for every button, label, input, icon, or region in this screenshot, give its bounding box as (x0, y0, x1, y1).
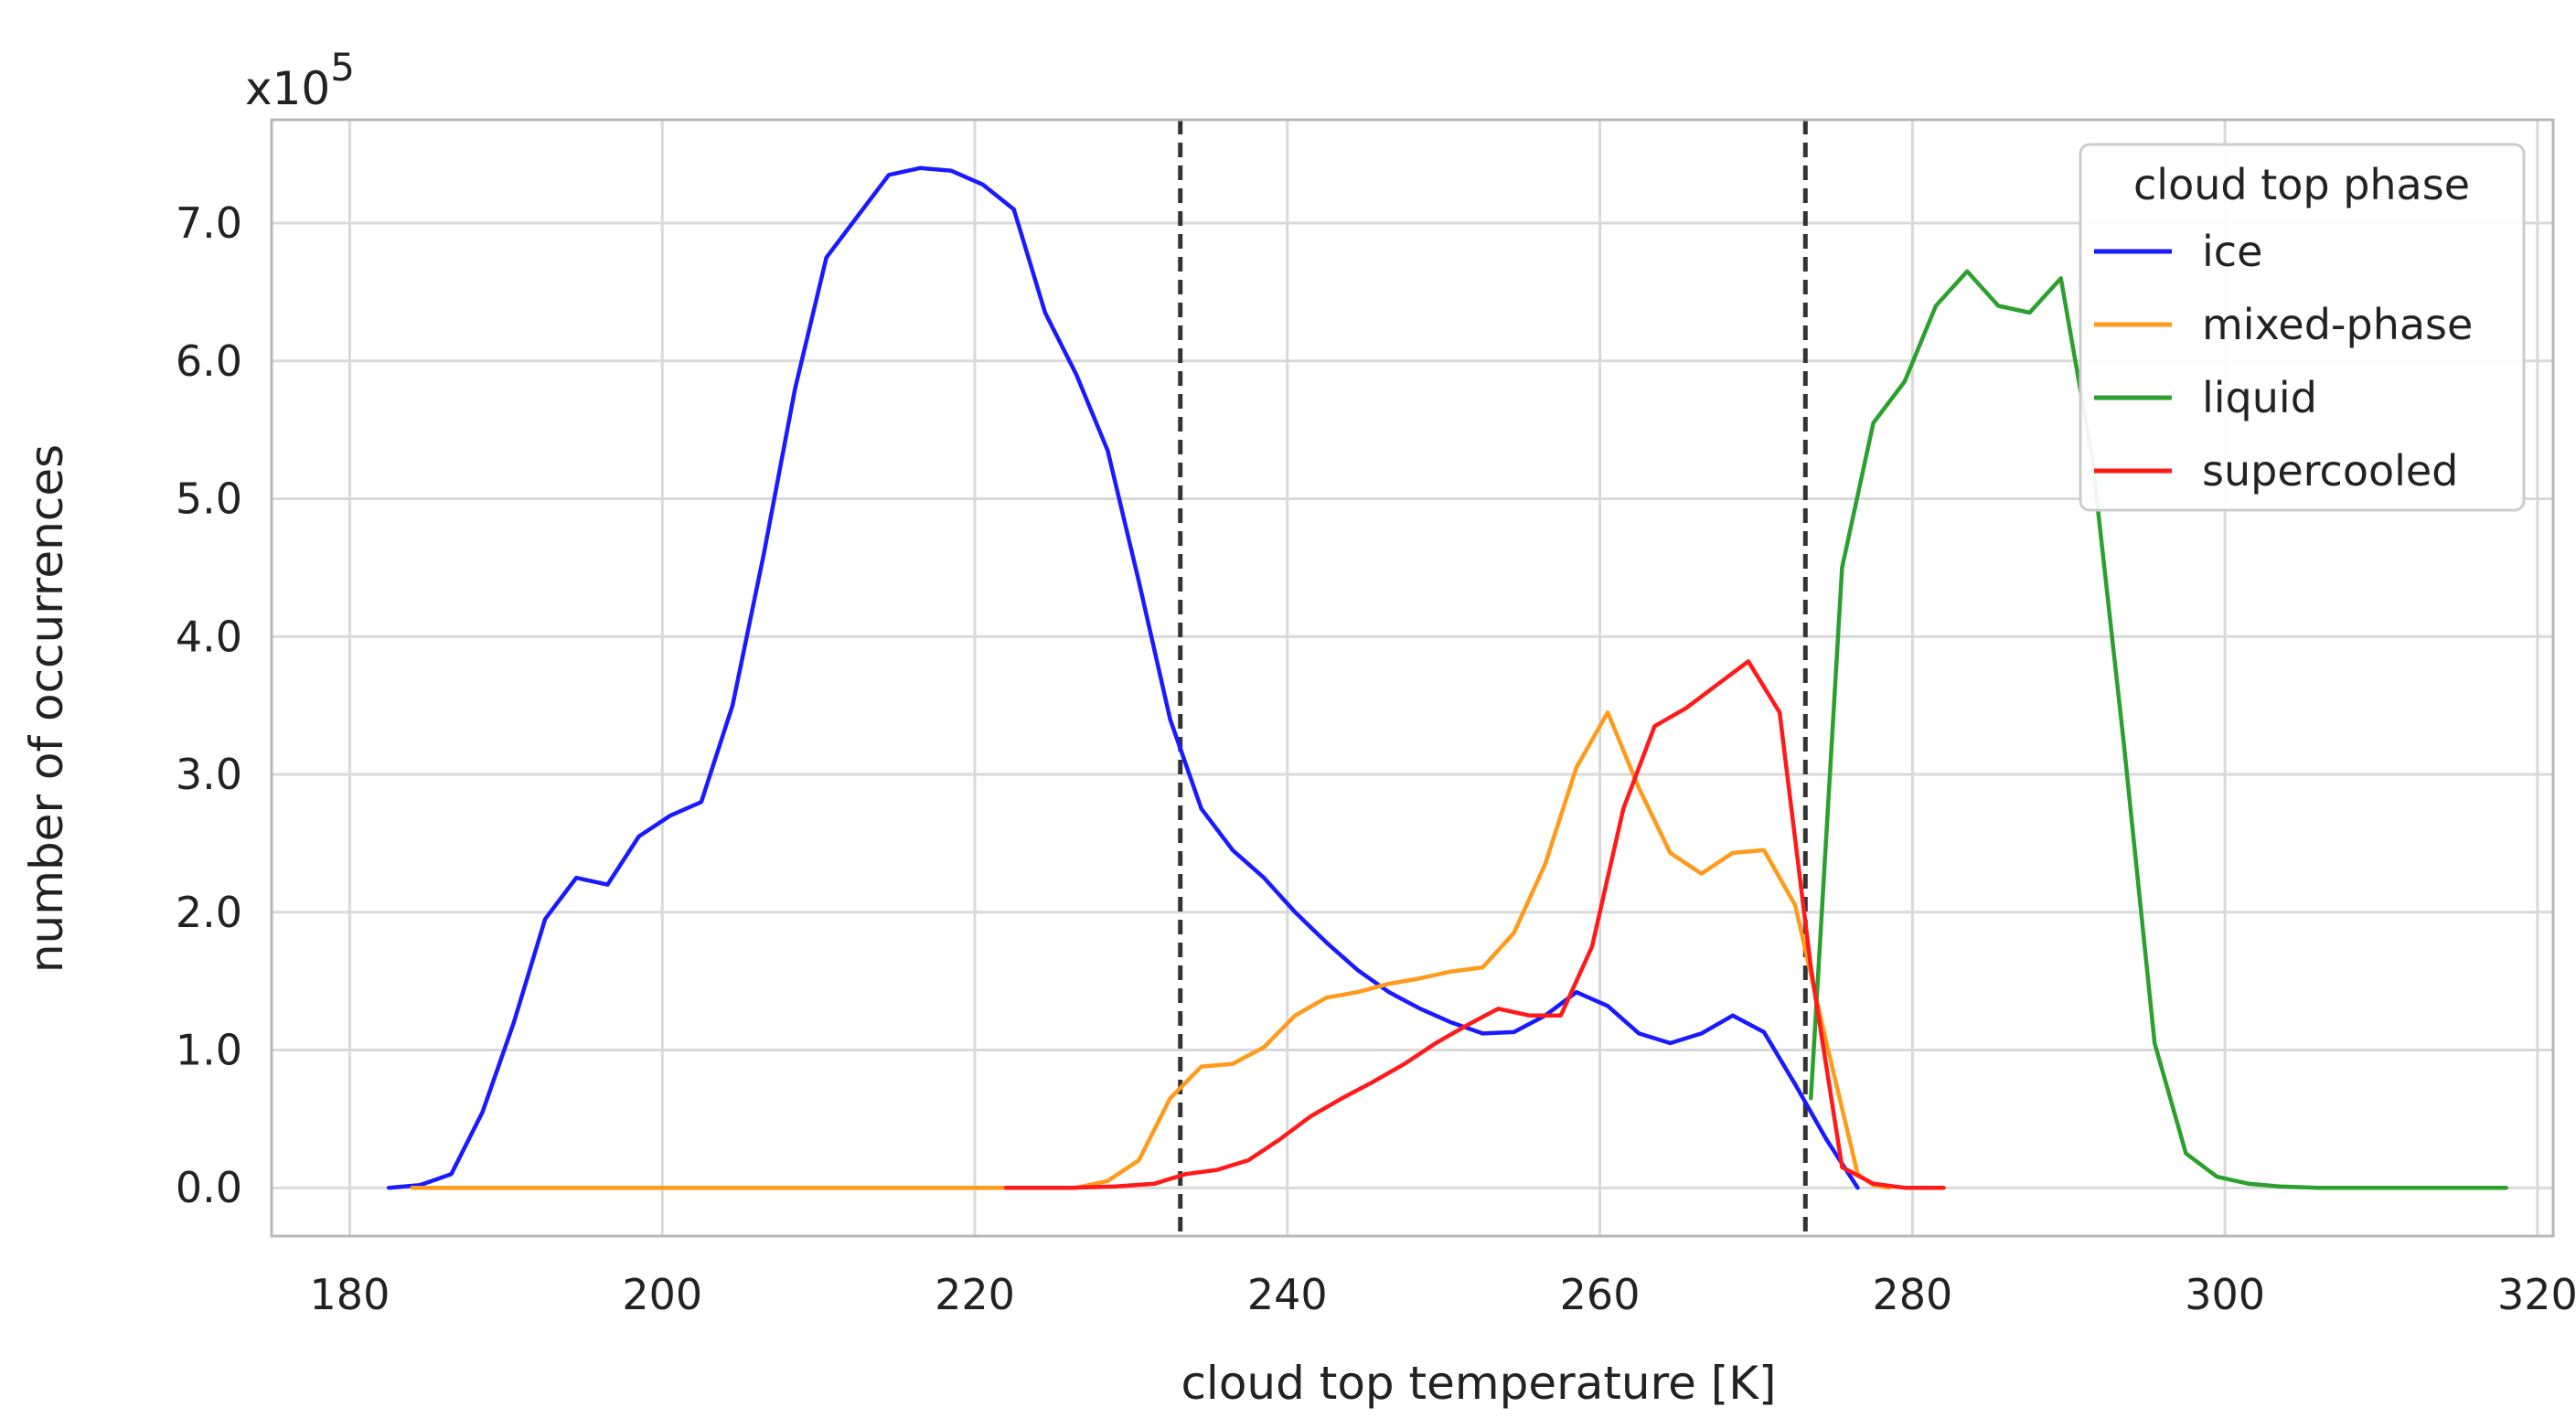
reference-lines (1178, 120, 1808, 1236)
series-layer (386, 165, 2508, 1190)
legend-label-mixed-phase: mixed-phase (2202, 300, 2473, 349)
y-tick-label: 2.0 (176, 888, 242, 937)
legend-box (2079, 143, 2526, 512)
legend-entries: ice mixed-phase liquid supercooled (2094, 227, 2473, 496)
y-axis-multiplier-exponent: 5 (330, 45, 355, 90)
series-line-supercooled (1003, 659, 1946, 1190)
x-tick-label: 240 (1247, 1270, 1328, 1319)
y-tick-label: 7.0 (176, 198, 242, 248)
y-tick-label: 5.0 (176, 474, 242, 524)
x-tick-label: 260 (1560, 1270, 1641, 1319)
legend-title: cloud top phase (2133, 160, 2470, 209)
x-tick-label: 320 (2497, 1270, 2576, 1319)
x-axis-label: cloud top temperature [K] (1181, 1357, 1776, 1410)
x-tick-label: 280 (1872, 1270, 1952, 1319)
x-tick-label: 300 (2185, 1270, 2265, 1319)
x-tick-label: 180 (310, 1270, 390, 1319)
legend: cloud top phase ice mixed-phase liquid supe… (2079, 143, 2526, 512)
y-tick-label: 4.0 (176, 612, 242, 661)
y-tick-label: 1.0 (176, 1026, 242, 1075)
legend-label-ice: ice (2202, 227, 2262, 276)
x-tick-labels: 180 200 220 240 260 280 300 320 (310, 1270, 2576, 1319)
plot-frame (270, 118, 2555, 1238)
y-axis-label: number of occurrences (20, 444, 73, 973)
y-axis-multiplier: x105 (245, 45, 355, 115)
y-tick-label: 3.0 (176, 750, 242, 799)
x-tick-label: 220 (935, 1270, 1015, 1319)
y-tick-label: 0.0 (176, 1163, 242, 1212)
legend-label-liquid: liquid (2202, 373, 2317, 422)
series-line-liquid (1809, 269, 2508, 1190)
y-tick-labels: 0.0 1.0 2.0 3.0 4.0 5.0 6.0 7.0 (176, 198, 242, 1212)
y-tick-label: 6.0 (176, 336, 242, 386)
legend-label-supercooled: supercooled (2202, 446, 2458, 496)
y-axis-multiplier-base: x10 (245, 62, 330, 115)
series-line-ice (386, 165, 1860, 1190)
x-tick-label: 200 (622, 1270, 702, 1319)
